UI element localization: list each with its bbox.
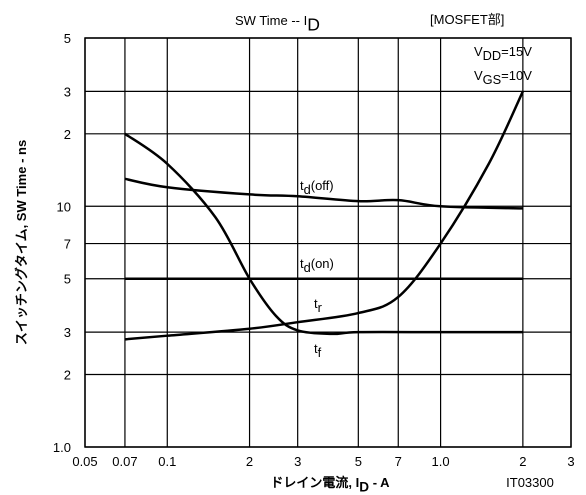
text-part: V	[474, 68, 483, 83]
y-tick-label: 5	[64, 272, 71, 287]
x-tick-label: 3	[567, 454, 574, 469]
y-tick-label: 2	[64, 127, 71, 142]
text-part: (on)	[311, 256, 334, 271]
text-part: =10V	[501, 68, 532, 83]
text-part: スイッチングタイム, SW Time - ns	[14, 140, 29, 345]
text-part: ドレイン電流, I	[270, 475, 359, 490]
y-axis-label: スイッチングタイム, SW Time - ns	[14, 140, 29, 345]
x-tick-label: 1.0	[432, 454, 450, 469]
x-tick-label: 2	[246, 454, 253, 469]
subscript: d	[304, 182, 311, 197]
y-tick-label: 7	[64, 237, 71, 252]
x-tick-label: 0.1	[158, 454, 176, 469]
subscript: D	[307, 15, 320, 35]
curve	[124, 177, 523, 210]
subscript: DD	[483, 48, 501, 63]
subscript: d	[304, 260, 311, 275]
text-part: (off)	[311, 178, 334, 193]
y-tick-label: 10	[57, 199, 71, 214]
x-axis-label: ドレイン電流, ID - A	[270, 475, 390, 494]
y-tick-label: 2	[64, 368, 71, 383]
text-part: [MOSFET部]	[430, 12, 504, 27]
y-tick-label: 3	[64, 325, 71, 340]
curve	[124, 132, 523, 336]
x-tick-label: 0.07	[112, 454, 137, 469]
x-tick-label: 5	[355, 454, 362, 469]
y-tick-label: 3	[64, 84, 71, 99]
subscript: GS	[483, 72, 502, 87]
subscript: r	[318, 300, 323, 315]
subscript: f	[318, 345, 322, 360]
x-tick-label: 7	[395, 454, 402, 469]
text-part: t	[314, 341, 318, 356]
plot-border	[84, 37, 572, 448]
curve	[124, 90, 525, 341]
text-part: t	[314, 296, 318, 311]
x-tick-label: 3	[294, 454, 301, 469]
annotation: VGS=10V	[474, 68, 532, 87]
annotation: [MOSFET部]	[430, 12, 504, 27]
text-part: - A	[369, 475, 390, 490]
text-part: IT03300	[506, 475, 554, 490]
figure-code: IT03300	[506, 475, 554, 490]
x-tick-label: 0.05	[72, 454, 97, 469]
y-tick-label: 1.0	[53, 440, 71, 455]
curve-label: td(on)	[300, 256, 334, 275]
text-part: =15V	[501, 44, 532, 59]
chart-title: SW Time -- ID	[235, 13, 320, 35]
x-tick-label: 2	[519, 454, 526, 469]
subscript: D	[359, 479, 369, 494]
text-part: V	[474, 44, 483, 59]
curve-label: td(off)	[300, 178, 334, 197]
curve-label: tf	[314, 341, 322, 360]
annotation: VDD=15V	[474, 44, 532, 63]
text-part: SW Time -- I	[235, 13, 307, 28]
text-part: t	[300, 178, 304, 193]
y-tick-label: 5	[64, 31, 71, 46]
curve-label: tr	[314, 296, 323, 315]
text-part: t	[300, 256, 304, 271]
